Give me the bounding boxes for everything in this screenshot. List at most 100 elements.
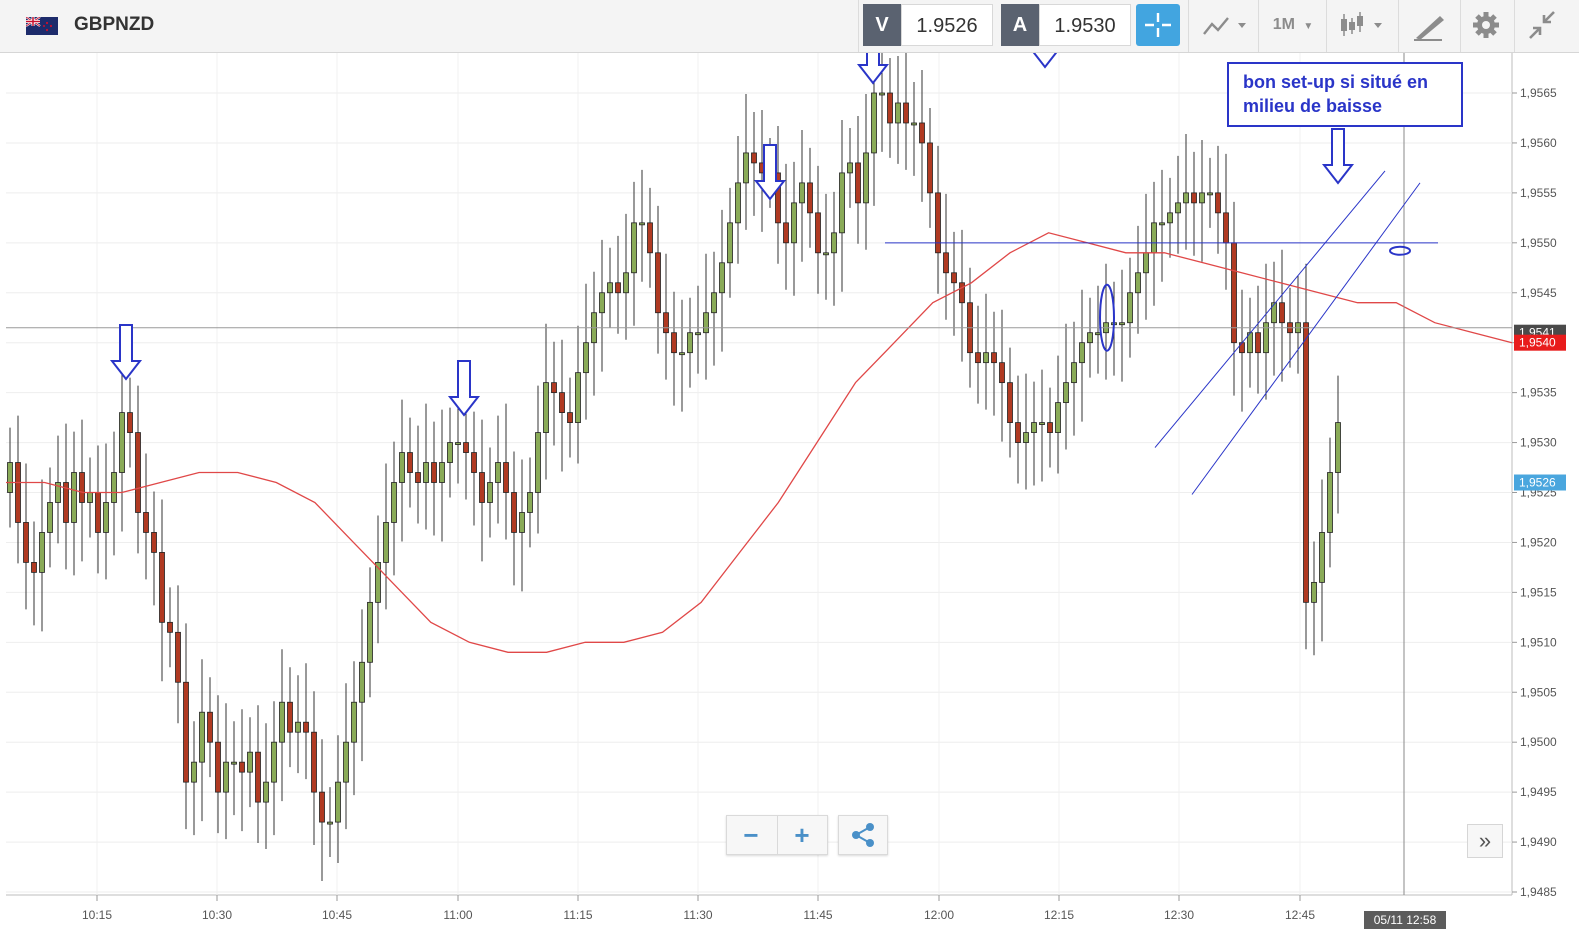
divider <box>1460 0 1461 52</box>
settings-button[interactable] <box>1464 4 1508 46</box>
candle-body <box>1207 192 1213 196</box>
y-tick-label: 1,9545 <box>1520 286 1557 300</box>
x-tick-label: 10:15 <box>82 908 112 922</box>
y-tick-label: 1,9520 <box>1520 535 1557 549</box>
x-tick-label: 12:00 <box>924 908 954 922</box>
y-tick-label: 1,9515 <box>1520 585 1557 599</box>
candle-body <box>1039 422 1045 425</box>
candle-body <box>151 532 157 553</box>
candle-body <box>647 222 653 254</box>
candle-body <box>183 681 189 783</box>
candle-body <box>791 202 797 244</box>
candle-body <box>711 292 717 314</box>
candle-body <box>1095 332 1101 336</box>
symbol-label: GBPNZD <box>74 14 155 35</box>
candle-body <box>495 462 501 483</box>
candle-body <box>1255 332 1261 354</box>
annotation-box: bon set-up si situé en milieu de baisse <box>1227 62 1463 127</box>
candle-body <box>1151 222 1157 254</box>
candle-body <box>999 362 1005 384</box>
candle-body <box>39 532 45 573</box>
candles-icon <box>1341 12 1382 36</box>
zoom-in-button[interactable]: + <box>794 820 810 850</box>
candle-body <box>511 492 517 533</box>
channel-line-lower <box>1191 182 1421 495</box>
candle-body <box>1063 382 1069 404</box>
candle-body <box>343 741 349 783</box>
candle-body <box>959 282 965 304</box>
candles-button[interactable] <box>1334 4 1392 46</box>
draw-icon <box>1414 16 1444 41</box>
annotation-line-1: bon set-up si situé en <box>1243 72 1428 92</box>
highlight-ellipse <box>1389 245 1411 256</box>
candle-body <box>543 382 549 433</box>
channel-line-upper <box>1154 170 1386 448</box>
candle-body <box>895 102 901 124</box>
candle-body <box>319 791 325 823</box>
y-tick-label: 1,9535 <box>1520 386 1557 400</box>
candle-body <box>175 631 181 683</box>
candle-body <box>687 332 693 354</box>
candle-body <box>783 222 789 244</box>
gear-icon <box>1473 12 1499 38</box>
zoom-out-button[interactable]: − <box>743 820 759 850</box>
chevron-down-icon: ▼ <box>1303 21 1314 32</box>
candle-body <box>1079 342 1085 364</box>
candle-body <box>607 282 613 294</box>
price-chart[interactable]: 1,9565 1,9560 1,9555 1,9550 1,9545 1,9540 1,95… <box>0 53 1579 939</box>
annotation-line-2: milieu de baisse <box>1243 96 1382 116</box>
candle-body <box>1015 422 1021 443</box>
candle-body <box>1279 302 1285 324</box>
candle-body <box>1239 342 1245 354</box>
candle-body <box>887 92 893 124</box>
timeframe-label: 1M <box>1272 16 1295 33</box>
toolbar: GBPNZD V 1.9526 A 1.9530 1M ▼ <box>0 0 1579 53</box>
annotations: bon set-up si situé en milieu de baisse <box>6 53 1512 895</box>
timeframe-button[interactable]: 1M ▼ <box>1264 4 1322 46</box>
candle-body <box>799 182 805 204</box>
expand-button[interactable]: » <box>1467 824 1503 858</box>
candle-body <box>215 741 221 793</box>
candle-body <box>351 701 357 743</box>
candle-body <box>23 522 29 563</box>
arrow-shape <box>447 360 481 417</box>
buy-label[interactable]: A <box>1001 4 1039 46</box>
candle-body <box>399 452 405 483</box>
buy-price[interactable]: 1.9530 <box>1039 4 1131 46</box>
candle-body <box>639 222 645 226</box>
y-tick-label: 1,9510 <box>1520 635 1557 649</box>
candle-body <box>1159 222 1165 226</box>
candle-body <box>1319 532 1325 583</box>
y-tick-label: 1,9490 <box>1520 835 1557 849</box>
candle-body <box>447 442 453 463</box>
candle-body <box>551 382 557 394</box>
crosshair-date-box <box>1364 911 1446 929</box>
collapse-button[interactable] <box>1520 4 1564 46</box>
x-tick-label: 10:30 <box>202 908 232 922</box>
candle-body <box>1311 581 1317 603</box>
draw-button[interactable] <box>1404 4 1454 46</box>
candle-body <box>55 482 61 503</box>
candle-body <box>839 172 845 234</box>
down-arrow-icon <box>1321 128 1355 185</box>
candle-body <box>991 352 997 364</box>
price-label-box <box>1514 474 1566 491</box>
candle-body <box>1119 322 1125 326</box>
grid <box>6 53 1513 896</box>
crosshair-button[interactable] <box>1136 4 1180 46</box>
sell-label[interactable]: V <box>863 4 901 46</box>
sell-price[interactable]: 1.9526 <box>901 4 993 46</box>
candle-body <box>311 731 317 793</box>
zoom-controls: − + <box>726 815 828 855</box>
candle-body <box>247 751 253 773</box>
y-tick-label: 1,9565 <box>1520 86 1557 100</box>
candle-body <box>135 432 141 513</box>
x-tick-label: 12:30 <box>1164 908 1194 922</box>
candle-body <box>199 711 205 763</box>
candle-body <box>119 412 125 473</box>
share-button[interactable] <box>838 815 888 855</box>
x-tick-label: 11:00 <box>443 908 472 922</box>
candle-body <box>143 512 149 533</box>
chart-type-button[interactable] <box>1196 4 1254 46</box>
